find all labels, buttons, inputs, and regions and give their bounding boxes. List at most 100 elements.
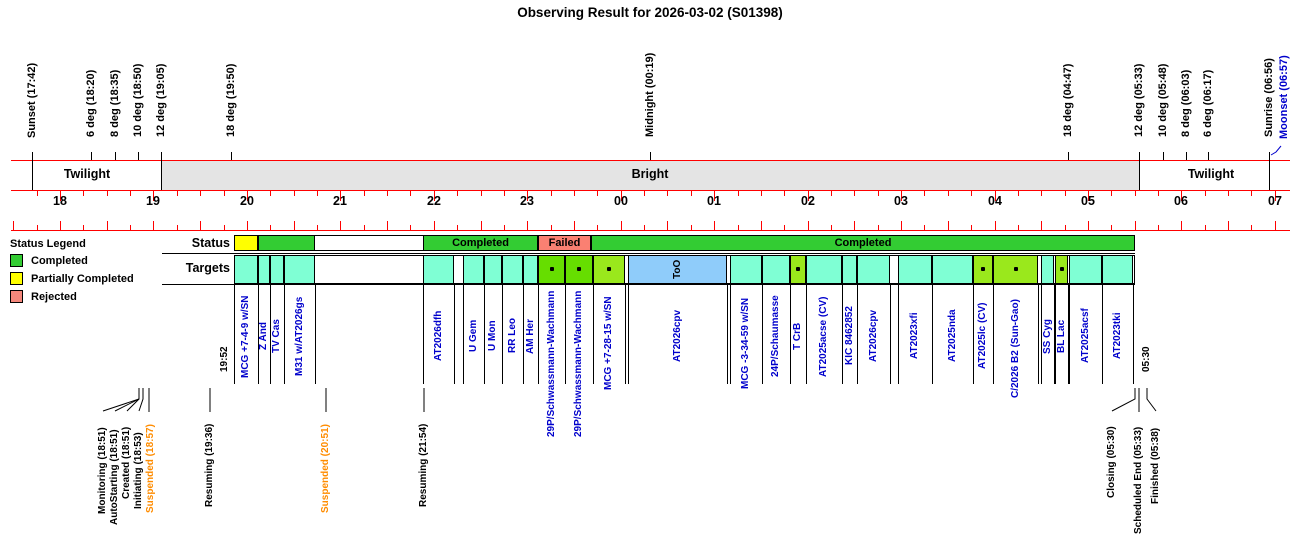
target-separator-line <box>625 284 626 384</box>
status-row-label: Status <box>191 236 230 250</box>
sky-event-tick <box>115 152 116 160</box>
sky-event-tick <box>1208 152 1209 160</box>
ruler-tick <box>691 191 692 196</box>
target-separator-line <box>727 284 728 384</box>
ruler-tick <box>948 221 949 230</box>
sky-event-label: 8 deg (18:35) <box>109 69 121 138</box>
target-cell <box>502 255 523 284</box>
ruler-tick <box>644 225 645 230</box>
ruler-tick <box>784 191 785 196</box>
target-name: AT2025acse (CV) <box>818 296 829 378</box>
target-separator-line <box>730 284 731 384</box>
sky-event-tick <box>161 152 162 190</box>
target-name: RR Leo <box>507 318 518 354</box>
legend-swatch <box>10 290 23 303</box>
ruler-tick <box>107 221 108 230</box>
target-separator-line <box>538 284 539 384</box>
annotation-label: Resuming (19:36) <box>204 423 215 508</box>
target-separator-line <box>284 284 285 384</box>
ruler-tick <box>551 191 552 196</box>
ruler-tick <box>1181 221 1182 230</box>
ruler-tick <box>1018 191 1019 196</box>
moving-target-marker <box>981 267 985 271</box>
target-separator-line <box>423 284 424 384</box>
moving-target-marker <box>796 267 800 271</box>
target-name: MCG +7-4-9 w/SN <box>240 295 251 379</box>
ruler-tick <box>597 225 598 230</box>
ruler-tick <box>574 191 575 196</box>
ruler-tick <box>551 225 552 230</box>
too-cell-label: ToO <box>672 259 683 280</box>
target-name: AM Her <box>525 318 536 354</box>
target-separator-line <box>1054 284 1055 384</box>
ruler-tick <box>1065 225 1066 230</box>
ruler-tick <box>854 191 855 196</box>
target-separator-line <box>234 284 235 384</box>
target-separator-line <box>898 284 899 384</box>
target-separator-line <box>790 284 791 384</box>
target-cell <box>842 255 857 284</box>
target-cell <box>565 255 593 284</box>
ruler-tick <box>130 191 131 196</box>
status-segment-completed: Completed <box>591 235 1135 251</box>
ruler-tick <box>784 225 785 230</box>
target-name: AT2025nda <box>947 309 958 363</box>
ruler-tick <box>83 225 84 230</box>
ruler-tick <box>37 225 38 230</box>
target-separator-line <box>1069 284 1070 384</box>
sky-event-label: 10 deg (18:50) <box>132 63 144 138</box>
hour-label: 00 <box>614 194 628 208</box>
target-separator-line <box>973 284 974 384</box>
target-separator-line <box>484 284 485 384</box>
ruler-tick <box>340 191 341 201</box>
sky-event-tick <box>650 152 651 160</box>
ruler-tick <box>364 225 365 230</box>
target-cell <box>258 255 270 284</box>
ruler-tick <box>738 191 739 196</box>
target-cell <box>463 255 484 284</box>
hour-label: 21 <box>333 194 347 208</box>
ruler-tick <box>434 221 435 230</box>
ruler-tick <box>1205 191 1206 196</box>
annotation-label: Suspended (18:57) <box>145 424 156 513</box>
moving-target-marker <box>1014 267 1018 271</box>
ruler-tick <box>60 191 61 201</box>
hour-label: 03 <box>894 194 908 208</box>
target-name: AT2025lc (CV) <box>977 302 988 370</box>
row-separator <box>162 253 1135 254</box>
window-end-time: 05:30 <box>1141 346 1152 372</box>
sky-event-label: Sunrise (06:56) <box>1263 58 1275 137</box>
ruler-tick <box>410 225 411 230</box>
target-cell <box>898 255 932 284</box>
ruler-tick <box>691 225 692 230</box>
target-separator-line <box>315 284 316 384</box>
target-cell <box>484 255 502 284</box>
target-name: BL Lac <box>1056 319 1067 353</box>
ruler-tick <box>831 225 832 230</box>
target-name: MCG +7-28-15 w/SN <box>603 296 614 390</box>
ruler-tick <box>761 221 762 230</box>
ruler-tick <box>901 191 902 201</box>
annotation-label: Scheduled End (05:33) <box>1133 426 1144 534</box>
ruler-tick <box>644 191 645 196</box>
sky-event-label: Moonset (06:57) <box>1278 55 1290 140</box>
target-cell <box>857 255 890 284</box>
ruler-tick <box>13 221 14 230</box>
target-cell <box>523 255 538 284</box>
ruler-tick <box>457 225 458 230</box>
sky-event-label: Sunset (17:42) <box>26 62 38 139</box>
sky-event-label: 18 deg (04:47) <box>1062 63 1074 138</box>
sky-event-label: Midnight (00:19) <box>644 52 656 137</box>
bright-band <box>161 161 1139 190</box>
ruler-tick <box>854 221 855 230</box>
target-name: KIC 8462852 <box>844 306 855 366</box>
ruler-tick <box>574 221 575 230</box>
ruler-tick <box>1088 221 1089 230</box>
band-label-2: Twilight <box>1187 167 1235 181</box>
target-cell <box>762 255 790 284</box>
target-name: AT2025acsf <box>1080 308 1091 364</box>
target-separator-line <box>628 284 629 384</box>
ruler-tick <box>1205 225 1206 230</box>
target-name: AT2023tki <box>1112 312 1123 360</box>
